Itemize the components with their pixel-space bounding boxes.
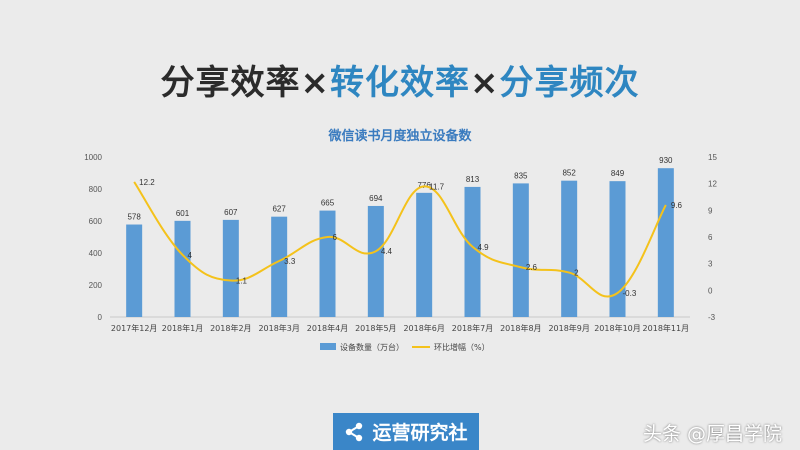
x-tick-label: 2018年7月 (452, 323, 493, 333)
x-tick-label: 2018年10月 (594, 323, 641, 333)
bar (319, 210, 336, 317)
bar-value-label: 578 (127, 213, 141, 222)
y-left-tick-label: 200 (89, 281, 103, 290)
x-tick-label: 2018年1月 (162, 323, 203, 333)
x-tick-label: 2018年8月 (500, 323, 541, 333)
brand-badge: 运营研究社 (333, 413, 479, 450)
bar (126, 224, 143, 317)
bar (222, 219, 239, 317)
line-value-label: 9.6 (671, 201, 683, 210)
line-value-label: -0.3 (623, 289, 637, 298)
legend-label-line: 环比增幅（%） (434, 342, 490, 352)
x-tick-label: 2018年3月 (258, 323, 299, 333)
x-tick-label: 2017年12月 (111, 323, 158, 333)
bar-value-label: 694 (369, 194, 383, 203)
bar (609, 181, 626, 317)
line-value-label: 6 (333, 233, 338, 242)
bar (174, 220, 191, 317)
bar (657, 168, 674, 317)
y-right-tick-label: 9 (708, 206, 713, 215)
series-line-growth (133, 181, 667, 298)
bar (367, 205, 384, 317)
bar-value-label: 665 (321, 199, 335, 208)
bar-value-label: 835 (514, 171, 528, 180)
watermark: 头条 @厚昌学院 (642, 423, 782, 445)
line-value-label: 3.3 (284, 257, 296, 266)
y-left-tick-label: 800 (89, 185, 103, 194)
y-right-tick-label: 3 (708, 260, 713, 269)
y-left-tick-label: 600 (89, 217, 103, 226)
bar (416, 192, 433, 317)
bar (271, 216, 288, 317)
headline-part1: 分享效率 (160, 63, 301, 103)
headline-part3: 分享频次 (499, 63, 640, 103)
y-right-tick-label: 15 (708, 153, 717, 162)
y-right-tick-label: -3 (708, 313, 716, 322)
y-left-tick-label: 0 (98, 313, 103, 322)
line-value-label: 4.9 (478, 243, 490, 252)
bar-value-label: 849 (611, 169, 625, 178)
x-tick-label: 2018年6月 (403, 323, 444, 333)
bar-value-label: 852 (562, 169, 576, 178)
bar-value-label: 813 (466, 175, 480, 184)
y-right-tick-label: 0 (708, 286, 713, 295)
x-tick-label: 2018年9月 (548, 323, 589, 333)
headline: 分享效率×转化效率×分享频次 (0, 55, 800, 104)
headline-sep1: × (300, 63, 330, 103)
share-icon (346, 422, 363, 441)
brand-badge-label: 运营研究社 (372, 422, 468, 444)
line-value-label: 1.1 (236, 277, 248, 286)
bar (464, 186, 481, 317)
chart-title: 微信读书月度独立设备数 (328, 129, 472, 144)
bar-value-label: 930 (659, 156, 673, 165)
bar-value-label: 627 (272, 205, 286, 214)
y-left-tick-label: 400 (89, 249, 103, 258)
line-value-label: 4.4 (381, 247, 393, 256)
x-tick-label: 2018年4月 (307, 323, 348, 333)
x-tick-label: 2018年5月 (355, 323, 396, 333)
x-tick-label: 2018年2月 (210, 323, 251, 333)
legend-label-bar: 设备数量（万台） (340, 342, 404, 352)
y-right-tick-label: 12 (708, 180, 717, 189)
bar (561, 180, 578, 317)
bar-value-label: 607 (224, 208, 238, 217)
legend-swatch-bar (320, 343, 336, 350)
y-right-tick-label: 6 (708, 233, 713, 242)
bar-value-label: 601 (176, 209, 190, 218)
line-value-label: 2.6 (526, 263, 538, 272)
line-value-label: 2 (574, 269, 579, 278)
headline-part2: 转化效率 (330, 63, 470, 103)
headline-sep2: × (470, 63, 500, 103)
line-value-label: 4 (188, 251, 193, 260)
line-value-label: 12.2 (139, 178, 155, 187)
y-left-tick-label: 1000 (84, 153, 102, 162)
bar (512, 183, 529, 317)
line-value-label: 11.7 (429, 182, 445, 191)
x-tick-label: 2018年11月 (643, 323, 690, 333)
